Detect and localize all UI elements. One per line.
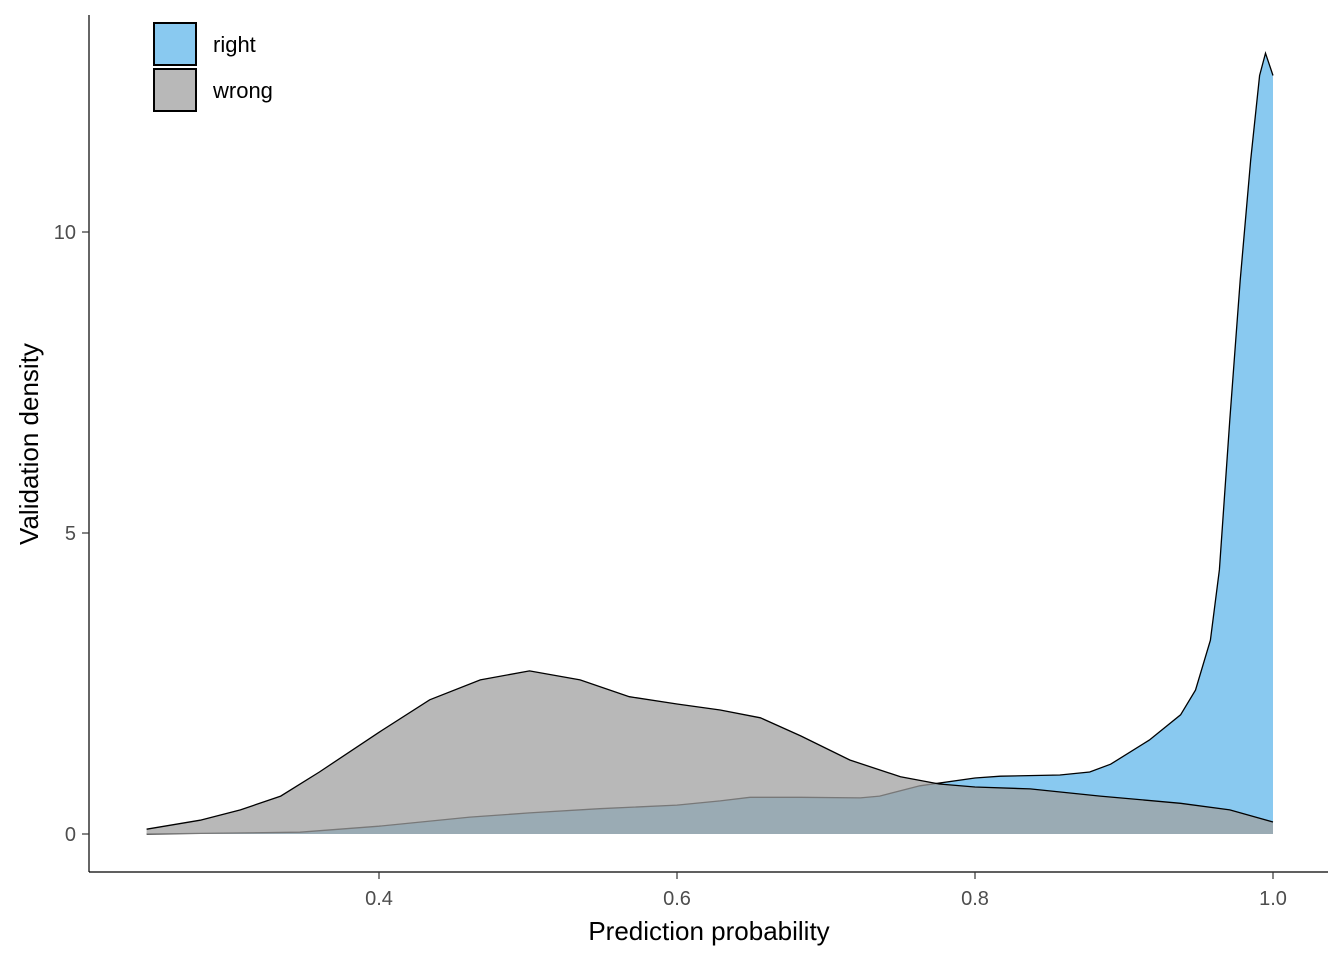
y-ticks: 0 5 10 bbox=[54, 222, 89, 846]
line-wrong bbox=[146, 670, 1274, 830]
x-tick-label: 0.6 bbox=[663, 888, 691, 910]
density-areas bbox=[146, 50, 1274, 835]
y-axis-title: Validation density bbox=[14, 343, 44, 545]
area-right bbox=[146, 53, 1273, 834]
legend-label-wrong: wrong bbox=[212, 78, 273, 103]
legend-swatch-wrong bbox=[153, 68, 197, 112]
y-tick-label: 10 bbox=[54, 222, 76, 244]
x-ticks: 0.4 0.6 0.8 1.0 bbox=[365, 872, 1287, 910]
y-tick-label: 0 bbox=[65, 824, 76, 846]
legend-swatch-right bbox=[153, 22, 197, 66]
area-wrong bbox=[146, 670, 1273, 834]
x-tick-label: 0.4 bbox=[365, 888, 393, 910]
y-tick-label: 5 bbox=[65, 523, 76, 545]
x-tick-label: 0.8 bbox=[961, 888, 989, 910]
legend: right wrong bbox=[153, 22, 273, 112]
legend-label-right: right bbox=[213, 32, 256, 57]
x-axis-title: Prediction probability bbox=[588, 916, 829, 946]
x-tick-label: 1.0 bbox=[1259, 888, 1287, 910]
